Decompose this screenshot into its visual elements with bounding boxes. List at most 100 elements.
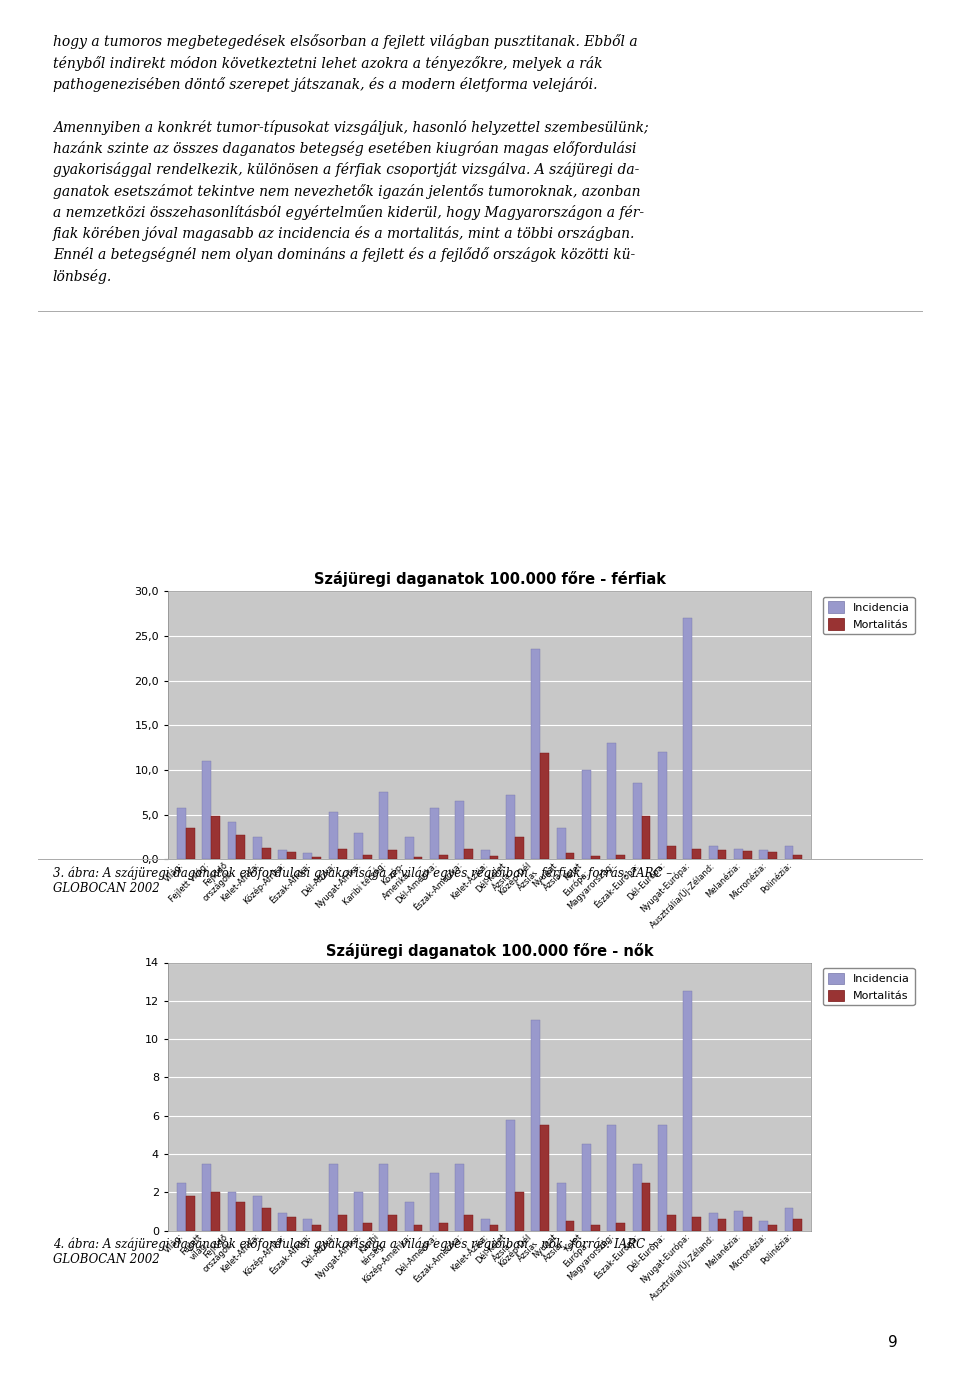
Text: a nemzetközi összehasonlításból egyértelműen kiderül, hogy Magyarországon a fér-: a nemzetközi összehasonlításból egyértel… xyxy=(53,205,644,220)
Bar xyxy=(515,1192,524,1231)
Bar xyxy=(303,852,312,859)
Bar xyxy=(430,807,439,859)
Bar xyxy=(532,1020,540,1231)
Bar xyxy=(515,837,524,859)
Bar xyxy=(354,833,363,859)
Bar xyxy=(465,1216,473,1231)
Bar xyxy=(557,1182,565,1231)
Bar xyxy=(717,1220,727,1231)
Bar xyxy=(338,848,347,859)
Bar xyxy=(388,850,397,859)
Bar xyxy=(667,846,676,859)
Text: Ennél a betegségnél nem olyan domináns a fejlett és a fejlődő országok közötti k: Ennél a betegségnél nem olyan domináns a… xyxy=(53,248,636,263)
Bar xyxy=(363,855,372,859)
Bar xyxy=(794,1220,803,1231)
Bar xyxy=(354,1192,363,1231)
Bar xyxy=(328,1163,338,1231)
Bar xyxy=(236,1202,245,1231)
Bar xyxy=(532,649,540,859)
Text: gyakorisággal rendelkezik, különösen a férfiak csoportját vizsgálva. A szájüregi: gyakorisággal rendelkezik, különösen a f… xyxy=(53,162,639,177)
Bar xyxy=(312,1225,322,1231)
Bar xyxy=(582,1144,591,1231)
Bar xyxy=(481,1220,490,1231)
Bar xyxy=(278,1213,287,1231)
Bar xyxy=(759,1221,768,1231)
Bar xyxy=(784,846,794,859)
Bar xyxy=(228,1192,236,1231)
Text: ganatok esetszámot tekintve nem nevezhetők igazán jelentős tumoroknak, azonban: ganatok esetszámot tekintve nem nevezhet… xyxy=(53,184,640,198)
Bar xyxy=(794,855,803,859)
Text: pathogenezisében döntő szerepet játszanak, és a modern életforma velejárói.: pathogenezisében döntő szerepet játszana… xyxy=(53,77,597,92)
Text: 9: 9 xyxy=(888,1335,898,1350)
Bar xyxy=(591,855,600,859)
Bar xyxy=(328,813,338,859)
Text: lönbség.: lönbség. xyxy=(53,270,112,283)
Bar xyxy=(540,1125,549,1231)
Bar xyxy=(684,991,692,1231)
Bar xyxy=(717,850,727,859)
Bar xyxy=(641,817,651,859)
Bar xyxy=(708,1213,717,1231)
Bar xyxy=(236,835,245,859)
Text: hogy a tumoros megbetegedések elsősorban a fejlett világban pusztitanak. Ebből a: hogy a tumoros megbetegedések elsősorban… xyxy=(53,34,637,49)
Bar xyxy=(784,1207,794,1231)
Text: Amennyiben a konkrét tumor-típusokat vizsgáljuk, hasonló helyzettel szembesülünk: Amennyiben a konkrét tumor-típusokat viz… xyxy=(53,120,648,135)
Text: 4. ábra: A szájüregi daganatok előfordulasi gyakorisága a világ egyes régióiban : 4. ábra: A szájüregi daganatok előfordul… xyxy=(53,1238,655,1266)
Bar xyxy=(211,1192,220,1231)
Bar xyxy=(616,1222,625,1231)
Bar xyxy=(252,837,262,859)
Bar xyxy=(633,1163,641,1231)
Text: hazánk szinte az összes daganatos betegség esetében kiugróan magas előfordulási: hazánk szinte az összes daganatos betegs… xyxy=(53,142,636,155)
Bar xyxy=(684,617,692,859)
Text: fiak körében jóval magasabb az incidencia és a mortalitás, mint a többi országba: fiak körében jóval magasabb az incidenci… xyxy=(53,227,636,241)
Bar xyxy=(287,1217,296,1231)
Bar xyxy=(455,1163,465,1231)
Bar xyxy=(363,1222,372,1231)
Bar xyxy=(759,850,768,859)
Bar xyxy=(734,1211,743,1231)
Bar xyxy=(743,1217,752,1231)
Bar xyxy=(414,1225,422,1231)
Bar xyxy=(203,762,211,859)
Bar xyxy=(565,852,574,859)
Bar xyxy=(608,742,616,859)
Title: Szájüregi daganatok 100.000 főre - nők: Szájüregi daganatok 100.000 főre - nők xyxy=(325,942,654,958)
Bar xyxy=(455,802,465,859)
Bar xyxy=(490,855,498,859)
Bar xyxy=(608,1125,616,1231)
Bar xyxy=(405,837,414,859)
Bar xyxy=(481,850,490,859)
Bar xyxy=(506,795,515,859)
Bar xyxy=(540,754,549,859)
Bar xyxy=(185,1196,195,1231)
Bar xyxy=(708,846,717,859)
Bar xyxy=(692,848,701,859)
Text: tényből indirekt módon következtetni lehet azokra a tényezőkre, melyek a rák: tényből indirekt módon következtetni leh… xyxy=(53,56,602,70)
Bar xyxy=(211,817,220,859)
Bar xyxy=(768,1225,777,1231)
Bar xyxy=(262,848,271,859)
Bar xyxy=(303,1220,312,1231)
Legend: Incidencia, Mortalitás: Incidencia, Mortalitás xyxy=(823,968,915,1005)
Bar xyxy=(177,1182,185,1231)
Bar xyxy=(582,770,591,859)
Bar xyxy=(439,855,447,859)
Bar xyxy=(312,857,322,859)
Bar xyxy=(439,1222,447,1231)
Legend: Incidencia, Mortalitás: Incidencia, Mortalitás xyxy=(823,597,915,634)
Bar xyxy=(743,851,752,859)
Bar xyxy=(734,848,743,859)
Bar xyxy=(465,848,473,859)
Bar xyxy=(338,1216,347,1231)
Bar xyxy=(379,1163,388,1231)
Bar xyxy=(430,1173,439,1231)
Bar xyxy=(490,1225,498,1231)
Text: 3. ábra: A szájüregi daganatok előfordulasi gyakorisága a világ egyes régióiban : 3. ábra: A szájüregi daganatok előfordul… xyxy=(53,866,672,895)
Bar xyxy=(658,1125,667,1231)
Bar xyxy=(262,1207,271,1231)
Bar xyxy=(616,855,625,859)
Bar xyxy=(591,1225,600,1231)
Bar xyxy=(388,1216,397,1231)
Bar xyxy=(557,828,565,859)
Bar xyxy=(185,828,195,859)
